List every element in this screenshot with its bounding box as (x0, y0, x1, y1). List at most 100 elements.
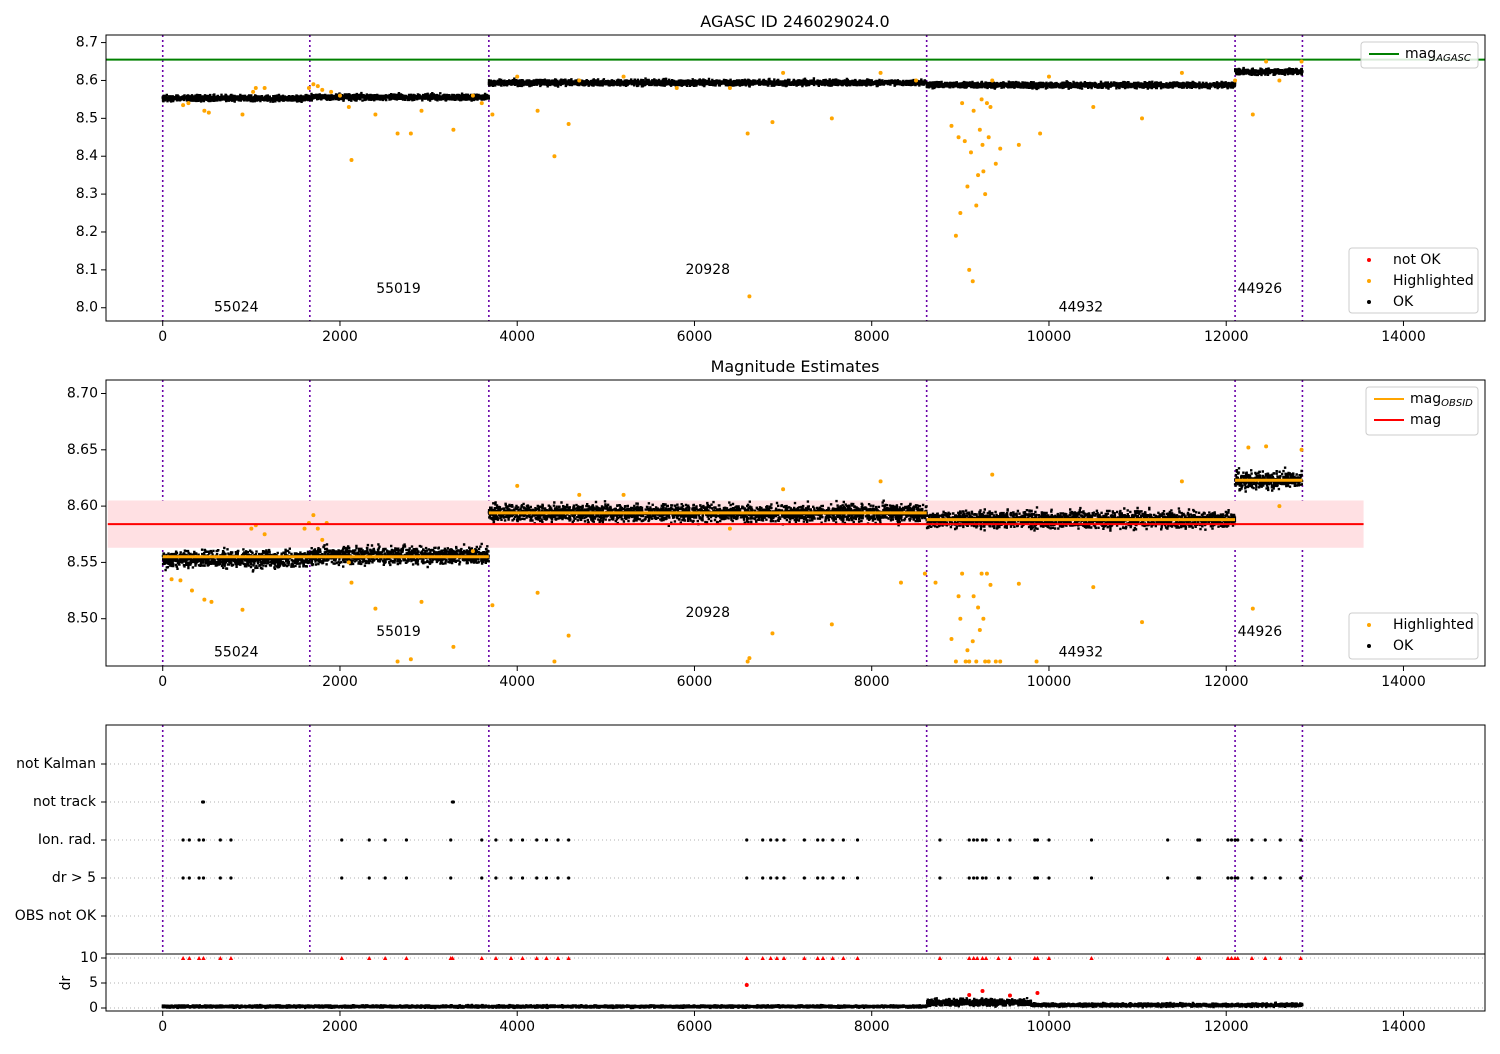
highlighted-point (419, 108, 424, 113)
highlighted-point (535, 108, 540, 113)
highlighted-point (971, 108, 976, 113)
highlighted-point (395, 131, 400, 136)
y-tick-label: 8.6 (76, 72, 98, 88)
highlighted-point (169, 577, 174, 582)
panel-title-agasc: AGASC ID 246029024.0 (700, 12, 889, 31)
highlighted-point (770, 631, 775, 636)
dr-clipped-marker (937, 956, 943, 960)
ok-point-cloud (161, 1003, 928, 1010)
flag-point (1278, 838, 1282, 842)
highlighted-point (977, 127, 982, 132)
obsid-label: 44926 (1238, 624, 1283, 640)
dr-clipped-marker (802, 956, 807, 960)
highlighted-point (956, 594, 961, 599)
highlighted-point (408, 131, 413, 136)
flag-point (567, 838, 571, 842)
flag-point (1250, 838, 1254, 842)
flag-point (197, 838, 201, 842)
flag-point (1233, 876, 1237, 880)
flag-point (367, 876, 371, 880)
highlighted-point (253, 86, 258, 91)
highlighted-point (202, 108, 207, 113)
obsid-label: 20928 (685, 262, 730, 278)
ok-point-cloud (925, 80, 1237, 91)
y-tick-label: 8.65 (67, 442, 98, 458)
flag-point (855, 838, 860, 842)
flag-point (1226, 838, 1230, 842)
highlighted-point (976, 173, 981, 178)
legend-frame (1348, 247, 1479, 314)
highlighted-point (993, 659, 998, 664)
flag-point (218, 838, 222, 842)
legend-entry-subscript: OBSID (1441, 398, 1473, 409)
highlighted-point (988, 104, 993, 109)
highlighted-point (186, 101, 191, 106)
ok-point-cloud (161, 546, 311, 573)
highlighted-point (621, 74, 626, 79)
ok-point-cloud (1030, 1001, 1304, 1009)
flag-point (1089, 876, 1094, 880)
y-tick-label: 5 (89, 975, 98, 991)
obsid-label: 44926 (1238, 281, 1283, 297)
x-tick-label: 10000 (1027, 1019, 1072, 1035)
flag-point (1299, 838, 1303, 842)
highlighted-point (320, 537, 325, 542)
highlighted-point (949, 123, 954, 128)
highlighted-point (984, 101, 989, 106)
y-tick-label: 8.55 (67, 554, 98, 570)
highlighted-point (998, 659, 1003, 664)
obsid-label: 55024 (214, 644, 259, 660)
highlighted-point (878, 70, 883, 75)
highlighted-point (960, 571, 965, 576)
highlighted-point (249, 526, 254, 531)
legend-entry-label: Highlighted (1393, 617, 1474, 633)
flag-point (567, 876, 571, 880)
highlighted-point (315, 84, 320, 89)
ok-point-cloud (926, 997, 1033, 1008)
flag-point (816, 838, 820, 842)
dr-clipped-marker (1249, 956, 1255, 960)
dr-clipped-marker (1263, 956, 1268, 960)
x-tick-label: 12000 (1204, 329, 1249, 345)
flag-point (1233, 838, 1237, 842)
highlighted-point (986, 659, 991, 664)
flag-point (821, 838, 825, 842)
x-tick-label: 4000 (499, 329, 535, 345)
dr-clipped-marker (450, 956, 455, 960)
highlighted-point (1179, 70, 1184, 75)
highlighted-point (1016, 581, 1021, 586)
dr-clipped-marker (201, 956, 206, 960)
x-tick-label: 12000 (1204, 1019, 1249, 1035)
highlighted-point (320, 87, 325, 92)
x-tick-label: 2000 (322, 1019, 358, 1035)
flag-point (761, 876, 765, 880)
highlighted-point (829, 622, 834, 627)
dr-clipped-marker (980, 956, 985, 960)
highlighted-point (971, 594, 976, 599)
legend-dot-marker (1367, 300, 1371, 304)
highlighted-point (515, 483, 520, 488)
flag-point (938, 876, 942, 880)
obsid-label: 44932 (1059, 300, 1104, 316)
dr-clipped-marker (180, 956, 186, 960)
x-tick-label: 8000 (854, 674, 890, 690)
highlighted-point (329, 89, 334, 94)
flag-point (980, 876, 985, 880)
x-tick-label: 8000 (854, 1019, 890, 1035)
flag-point (967, 838, 971, 842)
axes-frame (105, 379, 1486, 667)
dr-clipped-marker (996, 956, 1001, 960)
highlighted-point (1264, 444, 1269, 449)
category-label: not Kalman (16, 756, 96, 772)
flag-point (509, 838, 513, 842)
flag-point (1035, 838, 1040, 842)
category-label: not track (33, 794, 97, 810)
highlighted-point (986, 135, 991, 140)
flag-point (775, 876, 779, 880)
highlighted-point (577, 78, 582, 83)
not-ok-point (980, 989, 985, 993)
highlighted-point (577, 492, 582, 497)
flag-point (1229, 838, 1234, 842)
highlighted-point (470, 93, 475, 98)
flag-point (556, 876, 560, 880)
